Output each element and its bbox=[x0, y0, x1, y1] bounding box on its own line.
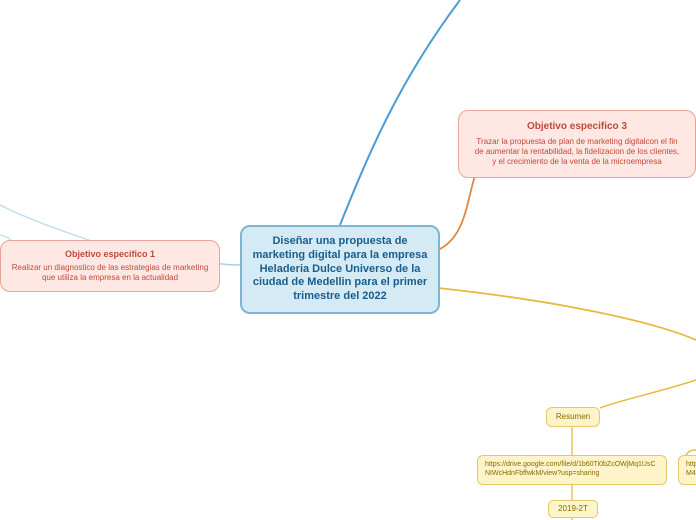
year-node[interactable]: 2019-2T bbox=[548, 500, 598, 518]
objective-1-text: Realizar un diagnostico de las estrategi… bbox=[12, 263, 209, 282]
objective-3-text: Trazar la propuesta de plan de marketing… bbox=[475, 137, 680, 166]
objective-1-node[interactable]: Objetivo especifico 1 Realizar un diagno… bbox=[0, 240, 220, 292]
central-node[interactable]: Diseñar una propuesta de marketing digit… bbox=[240, 225, 440, 314]
year-text: 2019-2T bbox=[558, 504, 588, 513]
link-1-text: https://drive.google.com/file/d/1b60Ti0b… bbox=[485, 461, 656, 477]
objective-3-title: Objetivo especifico 3 bbox=[473, 121, 681, 134]
link-2-text: https://...-0IdM4 bbox=[686, 461, 696, 477]
link-2-node[interactable]: https://...-0IdM4 bbox=[678, 455, 696, 485]
central-text: Diseñar una propuesta de marketing digit… bbox=[253, 235, 428, 302]
objective-3-node[interactable]: Objetivo especifico 3 Trazar la propuest… bbox=[458, 110, 696, 178]
link-1-node[interactable]: https://drive.google.com/file/d/1b60Ti0b… bbox=[477, 455, 667, 485]
resumen-text: Resumen bbox=[556, 412, 590, 421]
resumen-node[interactable]: Resumen bbox=[546, 407, 600, 427]
objective-1-title: Objetivo especifico 1 bbox=[11, 249, 209, 260]
